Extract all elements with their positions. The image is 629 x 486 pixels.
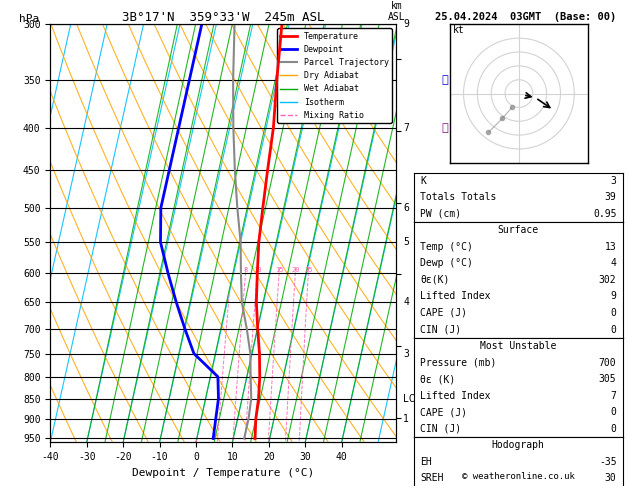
- Text: Totals Totals: Totals Totals: [420, 192, 496, 202]
- Text: 10: 10: [253, 267, 262, 273]
- Title: 3B°17'N  359°33'W  245m ASL: 3B°17'N 359°33'W 245m ASL: [122, 11, 325, 24]
- Text: θε(K): θε(K): [420, 275, 450, 285]
- Text: 15: 15: [275, 267, 283, 273]
- Text: Hodograph: Hodograph: [492, 440, 545, 450]
- Text: 305: 305: [599, 374, 616, 384]
- Text: ⦻: ⦻: [441, 75, 448, 85]
- X-axis label: Dewpoint / Temperature (°C): Dewpoint / Temperature (°C): [132, 468, 314, 478]
- Text: SREH: SREH: [420, 473, 443, 483]
- Text: 0: 0: [611, 308, 616, 318]
- Legend: Temperature, Dewpoint, Parcel Trajectory, Dry Adiabat, Wet Adiabat, Isotherm, Mi: Temperature, Dewpoint, Parcel Trajectory…: [277, 29, 392, 123]
- Text: EH: EH: [420, 457, 432, 467]
- Text: Most Unstable: Most Unstable: [480, 341, 557, 351]
- Text: 0: 0: [611, 407, 616, 417]
- Text: 9: 9: [611, 292, 616, 301]
- Text: Mixing Ratio (g/kg): Mixing Ratio (g/kg): [420, 177, 430, 289]
- Text: km
ASL: km ASL: [387, 0, 405, 22]
- Text: CIN (J): CIN (J): [420, 325, 461, 334]
- Text: 7: 7: [611, 391, 616, 400]
- Text: ⦻: ⦻: [441, 236, 448, 249]
- Text: Pressure (mb): Pressure (mb): [420, 358, 496, 367]
- Text: 3: 3: [403, 348, 409, 359]
- Text: 7: 7: [403, 122, 409, 133]
- Text: 700: 700: [599, 358, 616, 367]
- Text: ⦻: ⦻: [441, 434, 448, 444]
- Text: Lifted Index: Lifted Index: [420, 292, 491, 301]
- Text: 25.04.2024  03GMT  (Base: 00): 25.04.2024 03GMT (Base: 00): [435, 12, 616, 22]
- Text: 13: 13: [604, 242, 616, 252]
- Text: Lifted Index: Lifted Index: [420, 391, 491, 400]
- Text: 0: 0: [611, 424, 616, 434]
- Text: 5: 5: [403, 237, 409, 247]
- Text: ⦻: ⦻: [441, 122, 448, 133]
- Text: CAPE (J): CAPE (J): [420, 407, 467, 417]
- Text: 1: 1: [403, 414, 409, 424]
- Text: 0: 0: [611, 325, 616, 334]
- Text: Dewp (°C): Dewp (°C): [420, 259, 473, 268]
- Text: 9: 9: [403, 19, 409, 29]
- Text: kt: kt: [452, 25, 464, 35]
- Text: ⦻: ⦻: [441, 324, 448, 334]
- Text: CAPE (J): CAPE (J): [420, 308, 467, 318]
- Text: Surface: Surface: [498, 226, 539, 235]
- Text: 3: 3: [611, 176, 616, 186]
- Text: 6: 6: [403, 203, 409, 213]
- Text: 39: 39: [604, 192, 616, 202]
- Text: K: K: [420, 176, 426, 186]
- Text: 20: 20: [291, 267, 299, 273]
- Text: 8: 8: [243, 267, 248, 273]
- Text: 4: 4: [403, 297, 409, 307]
- Text: ⦻: ⦻: [441, 394, 448, 403]
- Text: © weatheronline.co.uk: © weatheronline.co.uk: [462, 472, 576, 481]
- Text: LCL: LCL: [403, 394, 421, 403]
- Text: PW (cm): PW (cm): [420, 209, 461, 219]
- Text: hPa: hPa: [19, 14, 40, 24]
- Text: Temp (°C): Temp (°C): [420, 242, 473, 252]
- Text: θε (K): θε (K): [420, 374, 455, 384]
- Text: 30: 30: [604, 473, 616, 483]
- Text: -35: -35: [599, 457, 616, 467]
- Text: 25: 25: [304, 267, 313, 273]
- Text: 0.95: 0.95: [593, 209, 616, 219]
- Text: 4: 4: [611, 259, 616, 268]
- Text: 302: 302: [599, 275, 616, 285]
- Text: CIN (J): CIN (J): [420, 424, 461, 434]
